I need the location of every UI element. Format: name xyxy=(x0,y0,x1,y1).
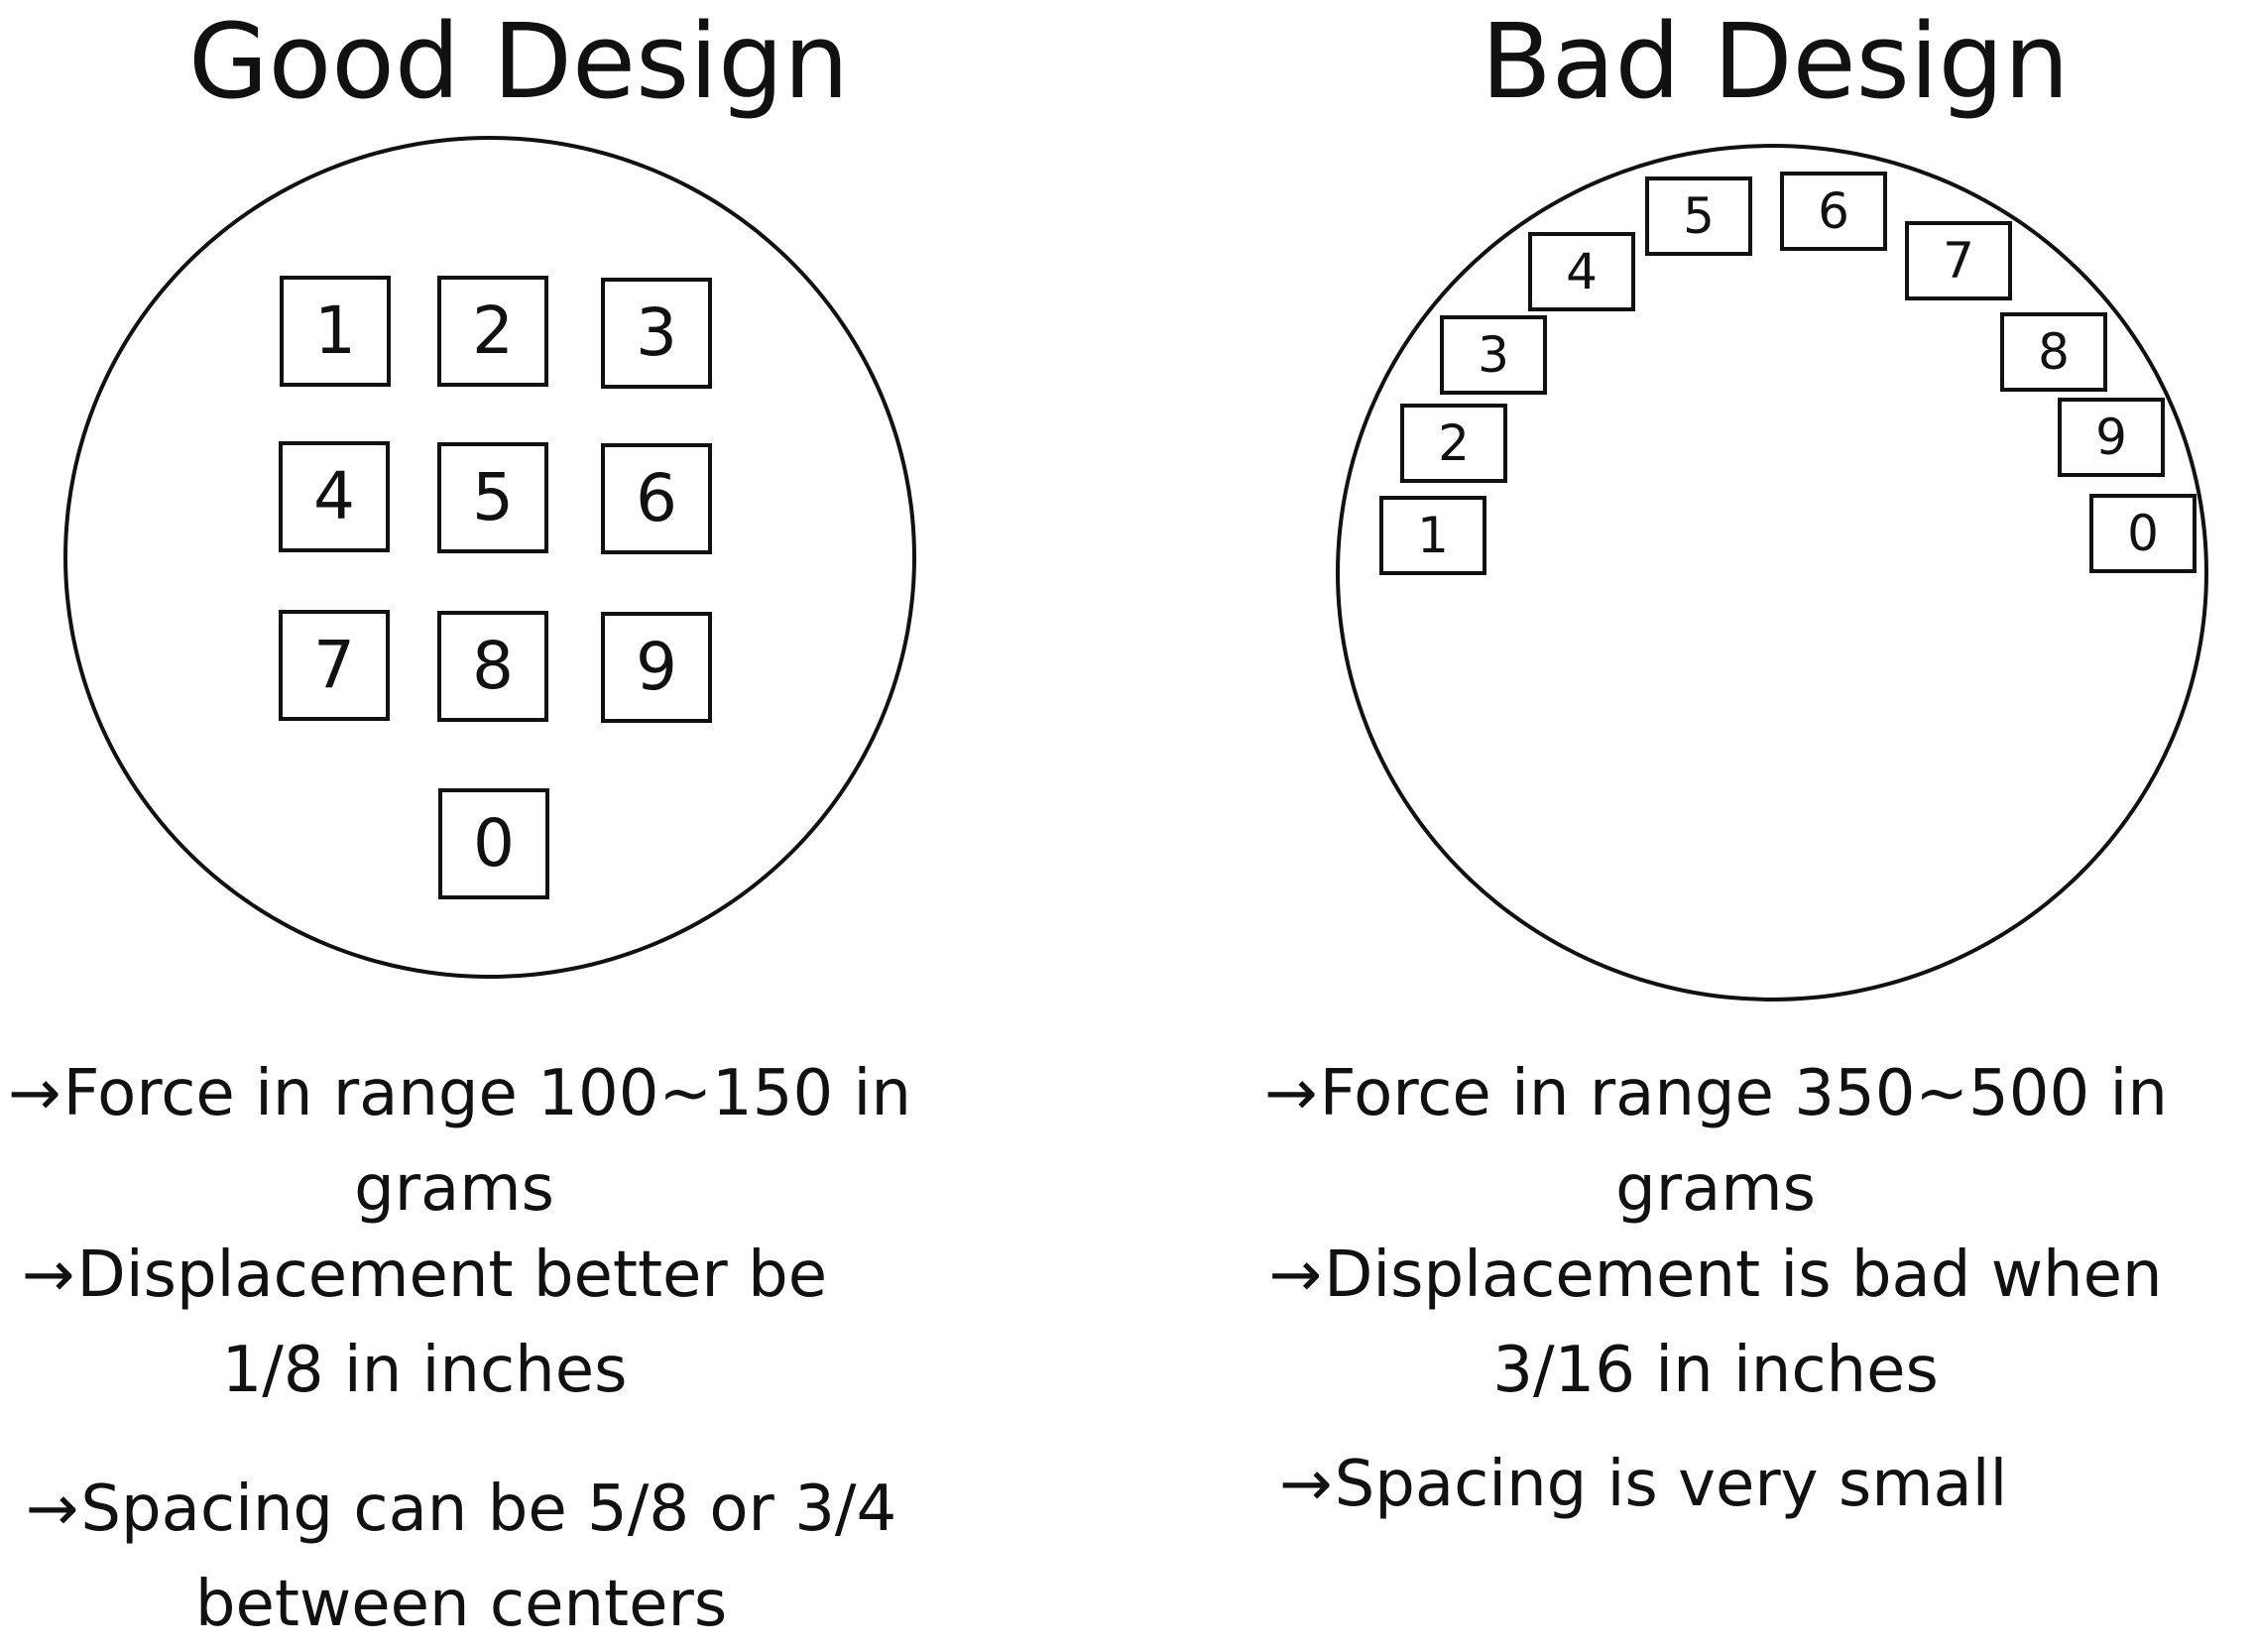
good-key-0[interactable]: 0 xyxy=(438,788,549,899)
bad-note-force: →Force in range 350~500 in grams xyxy=(1264,1046,2167,1237)
good-note-displacement: →Displacement better be 1/8 in inches xyxy=(8,1228,841,1418)
good-note-spacing: →Spacing can be 5/8 or 3/4 between cente… xyxy=(20,1462,902,1652)
good-note-displacement-line2: 1/8 in inches xyxy=(8,1323,841,1418)
arrow-icon: → xyxy=(1268,1239,1322,1312)
bad-note-displacement-line1: →Displacement is bad when xyxy=(1264,1228,2167,1323)
good-note-force-line2: grams xyxy=(8,1141,900,1237)
good-key-4[interactable]: 4 xyxy=(279,441,390,552)
bad-design-title: Bad Design xyxy=(1468,10,2082,113)
good-note-spacing-line2: between centers xyxy=(20,1557,902,1652)
arrow-icon: → xyxy=(8,1057,61,1130)
good-key-5[interactable]: 5 xyxy=(437,442,548,553)
good-note-force-line1: →Force in range 100~150 in xyxy=(8,1046,900,1141)
good-key-9[interactable]: 9 xyxy=(601,612,712,723)
bad-note-spacing: →Spacing is very small xyxy=(1279,1437,2007,1532)
good-key-2[interactable]: 2 xyxy=(437,276,548,387)
bad-note-force-line2: grams xyxy=(1264,1141,2167,1237)
bad-note-force-line1: →Force in range 350~500 in xyxy=(1264,1046,2167,1141)
good-note-spacing-line1: →Spacing can be 5/8 or 3/4 xyxy=(20,1462,902,1557)
arrow-icon: → xyxy=(1264,1057,1318,1130)
good-design-title: Good Design xyxy=(188,10,823,113)
bad-key-3[interactable]: 3 xyxy=(1440,315,1547,395)
good-key-7[interactable]: 7 xyxy=(279,610,390,721)
arrow-icon: → xyxy=(1279,1448,1333,1521)
bad-key-0[interactable]: 0 xyxy=(2089,494,2197,573)
good-key-3[interactable]: 3 xyxy=(601,278,712,389)
bad-note-displacement-line2: 3/16 in inches xyxy=(1264,1323,2167,1418)
bad-key-9[interactable]: 9 xyxy=(2058,398,2165,477)
bad-key-6[interactable]: 6 xyxy=(1780,172,1887,251)
bad-key-8[interactable]: 8 xyxy=(2000,312,2107,392)
good-note-force: →Force in range 100~150 in grams xyxy=(8,1046,900,1237)
bad-note-spacing-line1: →Spacing is very small xyxy=(1279,1437,2007,1532)
arrow-icon: → xyxy=(22,1239,75,1312)
arrow-icon: → xyxy=(26,1473,79,1546)
bad-key-5[interactable]: 5 xyxy=(1645,177,1752,256)
bad-key-7[interactable]: 7 xyxy=(1905,221,2012,300)
good-note-displacement-line1: →Displacement better be xyxy=(8,1228,841,1323)
bad-note-displacement: →Displacement is bad when 3/16 in inches xyxy=(1264,1228,2167,1418)
good-key-8[interactable]: 8 xyxy=(437,611,548,722)
bad-key-1[interactable]: 1 xyxy=(1379,496,1486,575)
bad-key-2[interactable]: 2 xyxy=(1400,404,1507,483)
good-key-1[interactable]: 1 xyxy=(280,276,391,387)
good-key-6[interactable]: 6 xyxy=(601,443,712,554)
bad-key-4[interactable]: 4 xyxy=(1528,232,1635,311)
